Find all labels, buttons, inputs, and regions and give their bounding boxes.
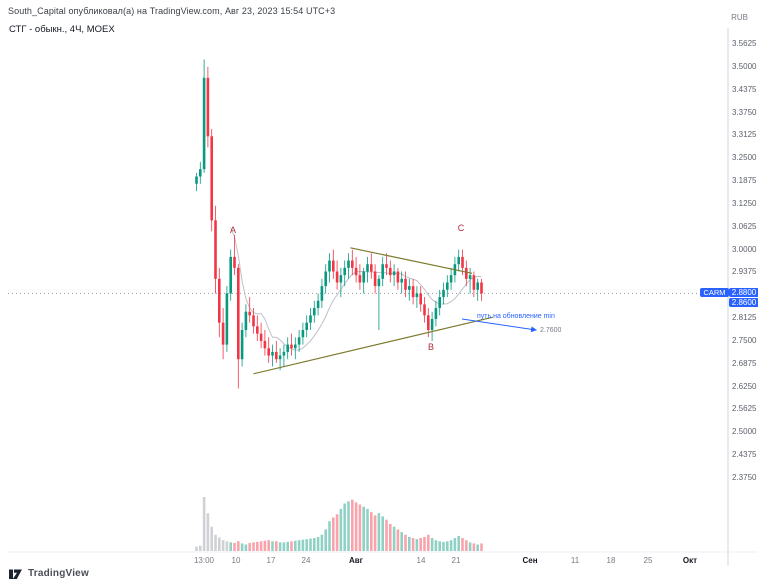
price-tick-label: 2.5625 <box>732 404 757 414</box>
price-tick-label: 3.5000 <box>732 61 757 71</box>
price-tick-label: 3.0000 <box>732 244 757 254</box>
symbol-price-badge: CARM <box>700 288 729 298</box>
last-price-badge: 2.8800 <box>729 288 758 298</box>
trendline-2[interactable] <box>253 316 494 375</box>
tradingview-logo-text: TradingView <box>28 568 89 579</box>
price-tick-label: 2.8125 <box>732 313 757 323</box>
price-tick-label: 2.7500 <box>732 335 757 345</box>
time-tick-label: 10 <box>231 556 241 565</box>
time-tick-label: 14 <box>416 556 426 565</box>
currency-label: RUB <box>731 13 748 22</box>
price-tick-label: 3.1875 <box>732 176 757 186</box>
price-tick-label: 3.3750 <box>732 107 757 117</box>
price-tick-label: 3.2500 <box>732 153 757 163</box>
price-tick-label: 2.6875 <box>732 358 757 368</box>
price-tick-label: 3.3125 <box>732 130 757 140</box>
time-tick-label: 17 <box>266 556 276 565</box>
time-tick-label: 25 <box>643 556 653 565</box>
path-to-new-min-note[interactable]: путь на обновление min <box>477 313 555 320</box>
candlestick-series[interactable] <box>195 59 483 389</box>
price-tick-label: 2.5000 <box>732 427 757 437</box>
time-tick-label: Окт <box>682 556 698 565</box>
annotation-arrow[interactable] <box>461 318 537 333</box>
time-tick-label: Авг <box>348 556 364 565</box>
level-price-label[interactable]: 2.7600 <box>540 327 562 334</box>
time-tick-label: 18 <box>606 556 616 565</box>
wave-label-B[interactable]: B <box>427 342 435 352</box>
time-tick-label: 21 <box>451 556 461 565</box>
tradingview-logo-icon <box>9 569 22 579</box>
time-tick-label: 24 <box>301 556 311 565</box>
price-tick-label: 2.4375 <box>732 450 757 460</box>
wave-label-C[interactable]: C <box>457 223 465 233</box>
attribution-text: South_Capital опубликовал(а) на TradingV… <box>8 6 336 16</box>
volume-series[interactable] <box>195 497 483 551</box>
price-tick-label: 2.3750 <box>732 473 757 482</box>
trendline-1[interactable] <box>350 247 473 274</box>
time-tick-label: 11 <box>570 556 580 565</box>
wave-label-A[interactable]: A <box>229 225 237 235</box>
time-tick-label: 13:00 <box>193 556 215 565</box>
symbol-title: СТГ - обыкн., 4Ч, MOEX <box>9 24 115 35</box>
time-tick-label: Сен <box>522 556 538 565</box>
price-tick-label: 2.6250 <box>732 381 757 391</box>
price-tick-label: 2.9375 <box>732 267 757 277</box>
second-price-badge: 2.8600 <box>729 297 758 307</box>
price-tick-label: 3.1250 <box>732 198 757 208</box>
price-tick-label: 3.5625 <box>732 39 757 48</box>
tradingview-logo[interactable]: TradingView <box>8 566 89 581</box>
price-tick-label: 3.0625 <box>732 221 757 231</box>
price-tick-label: 3.4375 <box>732 84 757 94</box>
